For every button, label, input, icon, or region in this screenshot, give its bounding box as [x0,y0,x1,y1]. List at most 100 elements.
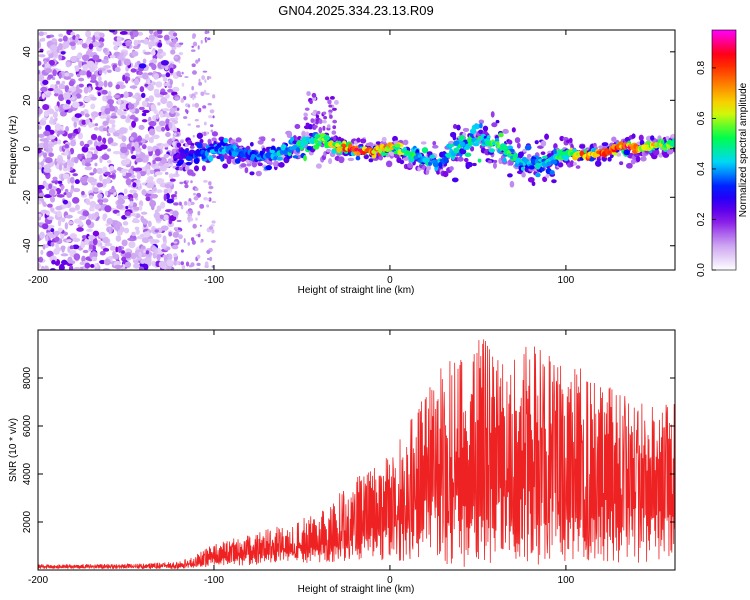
spectrogram-sparse-mark [206,204,210,208]
spectrogram-noise-mark [119,111,127,115]
spectrogram-noise-mark [147,259,152,267]
spectrogram-sparse-mark [192,33,197,38]
spectrogram-ridge-mark [324,96,330,101]
spectrogram-ridge-mark [541,155,548,159]
spectrogram-sparse-mark [173,241,178,244]
spectrogram-noise-mark [137,135,142,142]
spectrogram-noise-mark [116,81,124,85]
spectrogram-ridge-mark [546,161,552,167]
spectrogram-noise-mark [45,157,53,164]
spectrogram-ridge-mark [193,165,200,172]
spectrogram-noise-mark [84,113,90,118]
spectrogram-noise-mark [84,166,93,171]
spectrogram-noise-mark [104,205,112,213]
spectrogram-noise-mark [120,93,124,98]
spectrogram-noise-mark [157,102,161,106]
spectrogram-noise-mark [113,45,119,51]
spectrogram-ridge-mark [474,139,481,144]
spectrogram-sparse-mark [211,220,216,224]
spectrogram-sparse-mark [190,49,196,52]
spectrogram-noise-mark [106,148,112,152]
spectrogram-ytick-label: 40 [22,46,33,58]
figure-title: GN04.2025.334.23.13.R09 [278,3,433,18]
spectrogram-ridge-mark [557,162,564,168]
spectrogram-noise-mark [107,69,112,73]
spectrogram-noise-mark [85,198,91,206]
spectrogram-ridge-mark [392,135,398,143]
spectrogram-noise-mark [132,217,139,223]
spectrogram-noise-mark [72,173,79,177]
spectrogram-noise-mark [38,125,42,130]
spectrogram-sparse-mark [196,254,201,259]
spectrogram-noise-mark [88,43,94,50]
spectrogram-noise-mark [57,180,63,184]
spectrogram-noise-mark [99,32,104,37]
spectrogram-noise-mark [69,41,76,47]
spectrogram-noise-mark [43,164,52,169]
spectrogram-noise-mark [67,176,71,185]
spectrogram-sparse-mark [204,79,207,83]
spectrogram-ridge-mark [338,156,345,164]
spectrogram-ridge-mark [315,114,320,119]
spectrogram-noise-mark [52,176,58,181]
spectrogram-ridge-mark [524,144,532,151]
spectrogram-noise-mark [121,239,128,247]
spectrogram-noise-mark [81,190,85,196]
spectrogram-sparse-mark [191,45,195,48]
spectrogram-noise-mark [91,206,95,212]
spectrogram-noise-mark [131,231,136,237]
spectrogram-noise-mark [61,259,68,265]
spectrogram-noise-mark [80,241,86,249]
spectrogram-sparse-mark [180,261,184,266]
spectrogram-ridge-mark [594,160,602,167]
spectrogram-noise-mark [53,210,57,215]
spectrogram-frame [37,29,676,271]
spectrogram-sparse-mark [211,228,215,234]
spectrogram-noise-mark [121,135,127,142]
spectrogram-sparse-mark [202,70,208,73]
spectrogram-noise-mark [169,41,177,48]
spectrogram-noise-mark [174,117,179,121]
spectrogram-ridge-mark [650,135,655,141]
spectrogram-noise-mark [76,73,81,78]
spectrogram-noise-mark [147,146,153,152]
spectrogram-noise-mark [123,58,131,66]
spectrogram-ridge-mark [671,142,675,148]
spectrogram-noise-mark [161,126,166,132]
spectrogram-ridge-mark [303,116,308,121]
spectrogram-ridge-mark [466,161,473,168]
spectrogram-ridge-mark [246,162,252,167]
spectrogram-noise-mark [160,143,164,150]
spectrogram-noise-mark [56,194,65,198]
spectrogram-ridge-mark [394,143,401,148]
spectrogram-noise-mark [38,107,43,115]
spectrogram-noise-mark [106,95,113,100]
spectrogram-sparse-mark [208,225,214,230]
spectrogram-sparse-mark [200,91,205,97]
spectrogram-noise-mark [133,263,140,269]
spectrogram-noise-mark [60,232,65,240]
spectrogram-noise-mark [43,110,50,117]
spectrogram-noise-mark [48,152,55,157]
spectrogram-noise-mark [51,259,56,265]
spectrogram-ridge-mark [295,147,301,153]
spectrogram-noise-mark [136,172,142,180]
spectrogram-noise-mark [39,138,48,142]
spectrogram-noise-mark [169,138,173,146]
spectrogram-noise-mark [142,58,147,64]
spectrogram-ridge-mark [314,134,321,138]
spectrogram-noise-mark [153,72,160,80]
spectrogram-ridge-mark [502,157,507,163]
spectrogram-sparse-mark [192,223,197,229]
spectrogram-ridge-mark [487,135,491,139]
spectrogram-ridge-mark [472,162,477,167]
spectrogram-noise-mark [39,231,45,239]
spectrogram-ridge-mark [328,158,333,165]
spectrogram-sparse-mark [210,124,214,128]
spectrogram-noise-mark [99,250,106,256]
spectrogram-noise-mark [69,166,74,171]
spectrogram-noise-mark [174,96,180,101]
spectrogram-ridge-mark [328,104,333,108]
spectrogram-ridge-mark [271,138,276,142]
